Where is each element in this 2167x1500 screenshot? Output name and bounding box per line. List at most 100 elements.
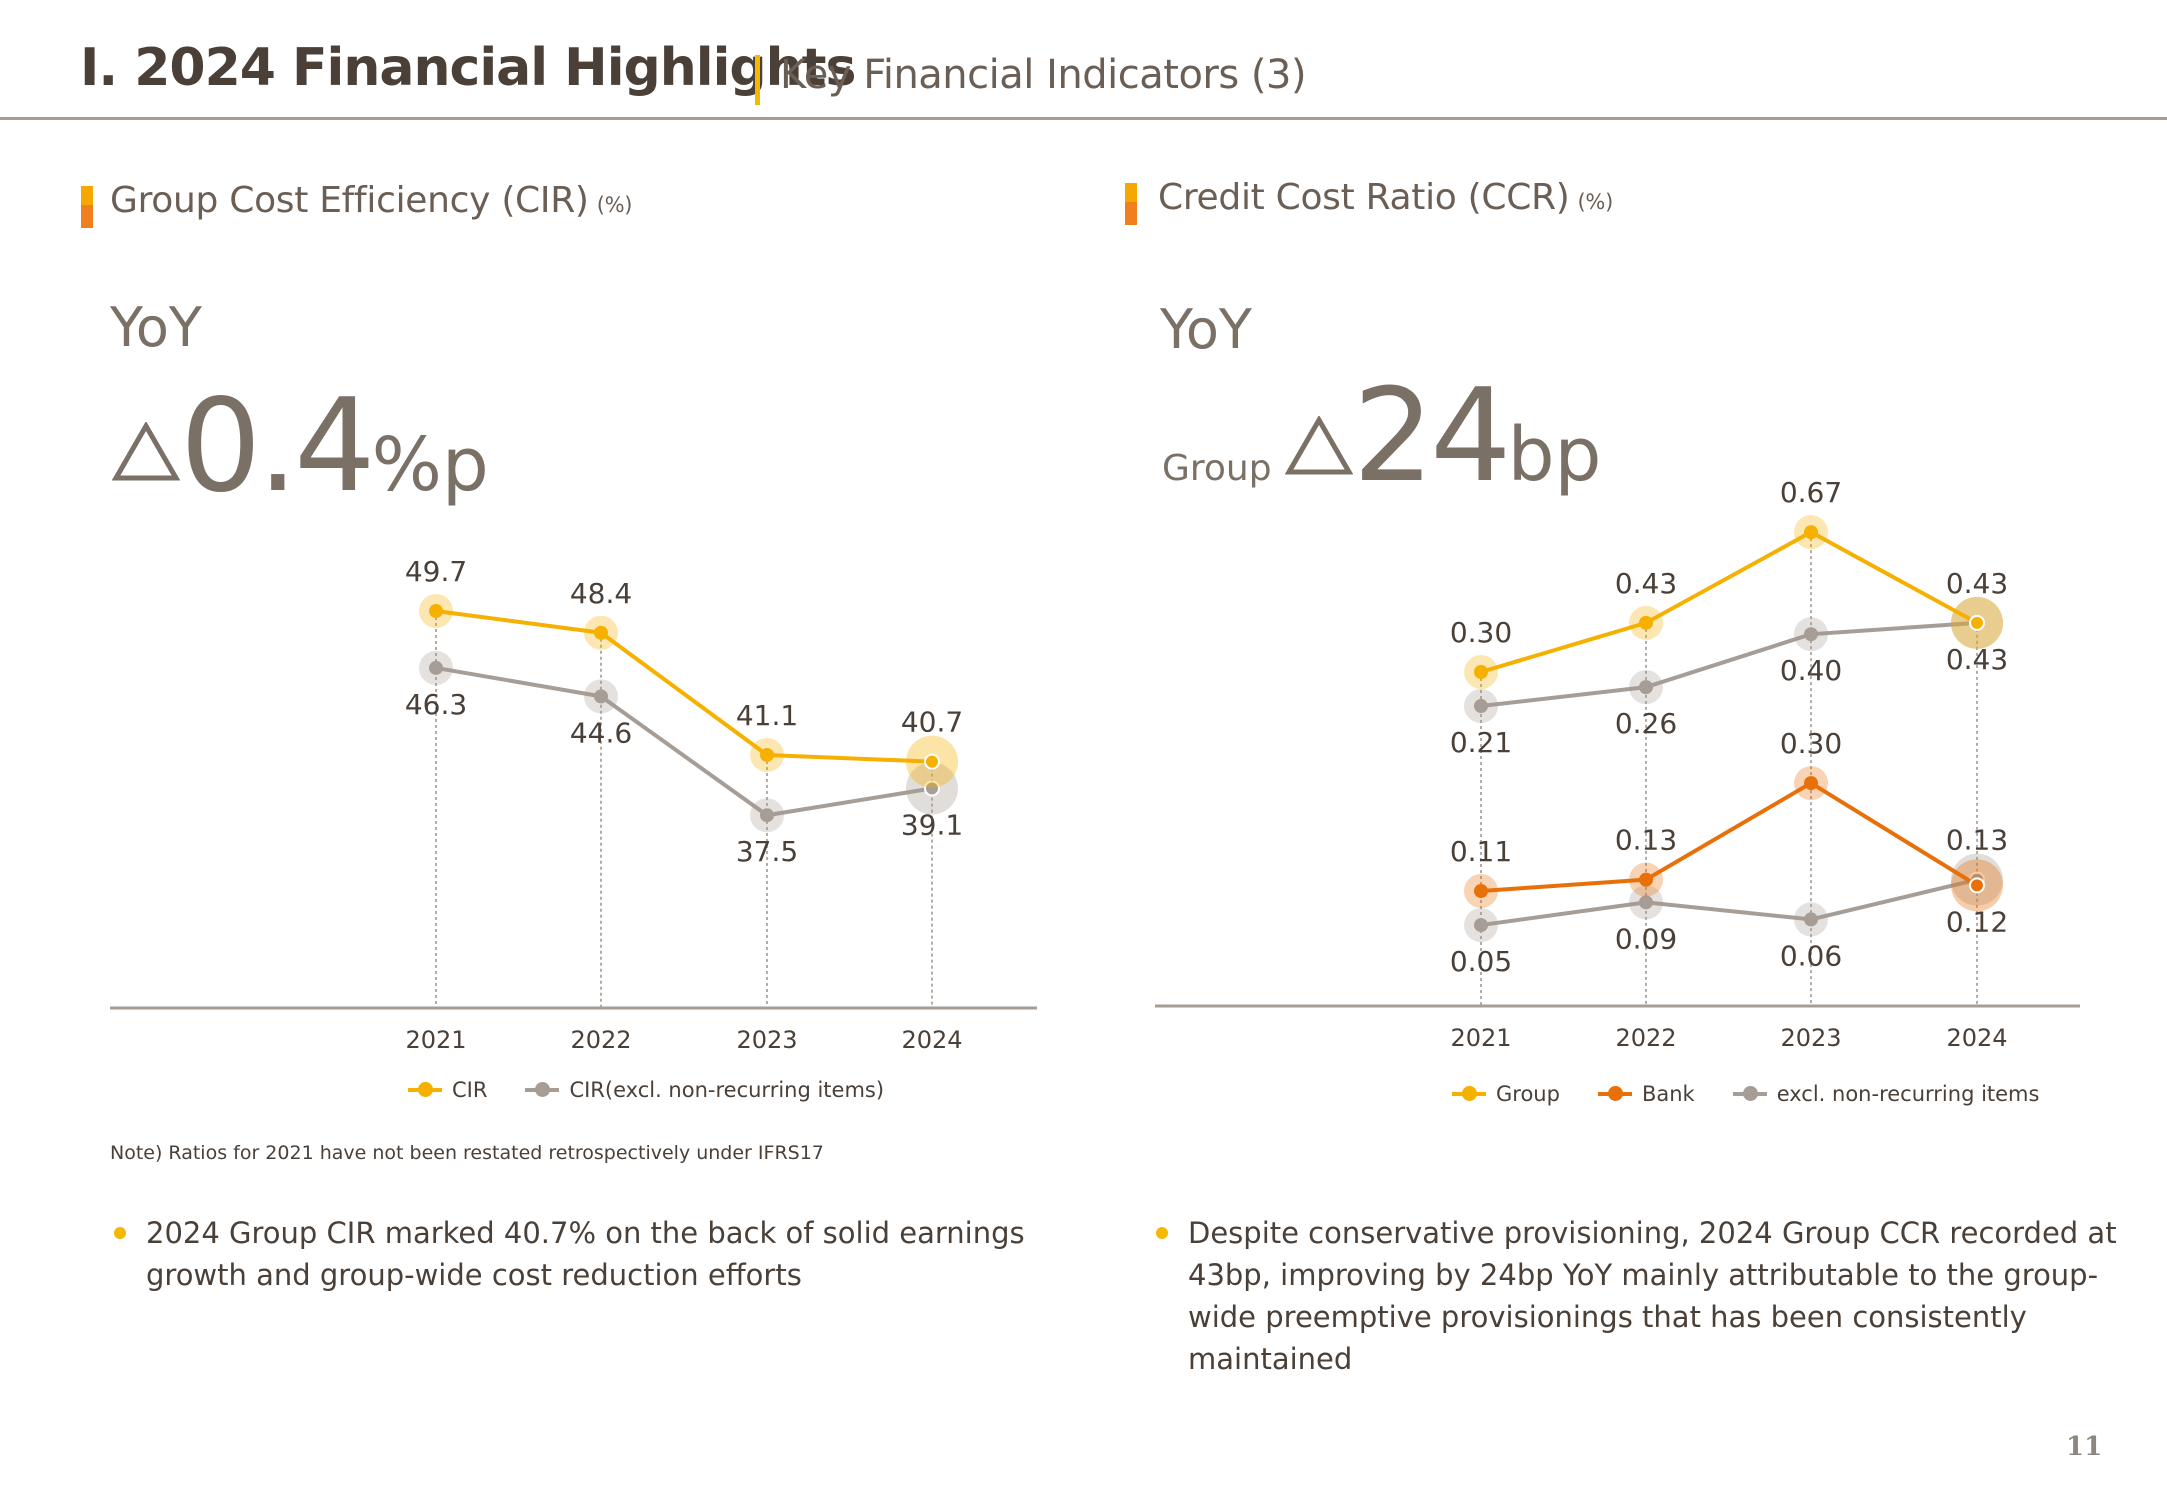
ccr-group-excl-data-label: 0.21 [1450,726,1512,759]
cir-excl-data-label: 39.1 [901,808,963,841]
cir-data-label: 48.4 [570,577,632,610]
ccr-legend: Group Bank excl. non-recurring items [1452,1082,2077,1106]
bullet-icon [114,1227,126,1239]
bullet-icon [1156,1227,1168,1239]
delta-triangle-icon [1284,416,1353,475]
cir-summary-bullet: 2024 Group CIR marked 40.7% on the back … [114,1212,1054,1296]
ccr-bank-excl-data-label: 0.06 [1780,939,1842,972]
cir-excl-line [435,665,933,818]
legend-marker-icon [1597,1086,1632,1101]
x-tick-label: 2021 [1450,1024,1511,1052]
ccr-group-data-label: 0.30 [1450,616,1512,649]
x-tick-label: 2022 [570,1026,631,1054]
ccr-group-excl-data-label: 0.43 [1946,643,2008,676]
ccr-bank-point [1804,776,1818,791]
section-marker [1125,183,1137,225]
ccr-unit: (%) [1577,190,1614,214]
cir-excl-data-label: 37.5 [736,835,798,868]
ccr-summary-bullet: Despite conservative provisioning, 2024 … [1156,1212,2156,1380]
page-subtitle: Key Financial Indicators (3) [780,52,1307,98]
ccr-bank-data-label: 0.11 [1450,835,1512,868]
ccr-bank-data-label: 0.30 [1780,727,1842,760]
section-marker [81,186,93,228]
legend-marker-icon [408,1082,442,1097]
cir-title-text: Group Cost Efficiency (CIR) [110,180,589,221]
cir-point [429,604,443,618]
ccr-bank-point [1474,884,1488,898]
cir-excl-point [594,689,608,704]
cir-yoy-label: YoY [110,296,202,359]
cir-legend: CIR CIR(excl. non-recurring items) [408,1078,922,1102]
cir-excl-point [760,808,774,823]
header-divider [0,117,2167,120]
cir-point [924,753,940,770]
delta-triangle-icon [112,422,180,481]
cir-point [594,625,608,640]
cir-line-chart: 2021 2022 2023 2024 46.3 44.6 37.5 39.1 49.7 48.4… [110,555,1037,1054]
legend-item: Bank [1597,1082,1695,1106]
ccr-summary-text: Despite conservative provisioning, 2024 … [1188,1216,2117,1376]
ccr-group-point [1474,665,1488,679]
cir-footnote: Note) Ratios for 2021 have not been rest… [110,1142,824,1164]
ccr-bank-point [1969,877,1985,894]
ccr-delta-unit: bp [1507,412,1602,498]
title-separator [755,55,760,105]
ccr-bank-excl-line [1480,877,1978,928]
x-tick-label: 2024 [901,1026,962,1054]
ccr-group-word: Group [1162,448,1272,489]
x-tick-label: 2023 [1780,1024,1841,1052]
legend-label: CIR [452,1078,488,1102]
cir-summary-text: 2024 Group CIR marked 40.7% on the back … [146,1216,1025,1292]
ccr-group-data-label: 0.43 [1946,567,2008,600]
cir-excl-data-label: 44.6 [570,716,632,749]
cir-yoy-delta: 0.4%p [112,372,489,521]
ccr-bank-excl-point [1639,895,1653,910]
legend-item: excl. non-recurring items [1732,1082,2040,1106]
ccr-title-text: Credit Cost Ratio (CCR) [1158,177,1570,218]
legend-label: excl. non-recurring items [1776,1082,2040,1106]
cir-point [760,747,774,762]
ccr-bank-excl-data-label: 0.09 [1615,922,1677,955]
page-title: I. 2024 Financial Highlights [80,38,856,98]
ccr-bank-data-label: 0.13 [1615,824,1677,857]
ccr-section-title: Credit Cost Ratio (CCR) (%) [1158,177,1613,218]
cir-line [435,609,933,764]
legend-item: Group [1452,1082,1560,1106]
ccr-bank-excl-data-label: 0.13 [1946,824,2008,857]
cir-excl-data-label: 46.3 [405,688,467,721]
ccr-group-point [1804,525,1818,540]
ccr-yoy-delta: Group 24bp [1162,362,1602,511]
cir-section-title: Group Cost Efficiency (CIR) (%) [110,180,632,221]
legend-item: CIR [408,1078,487,1102]
cir-data-label: 40.7 [901,706,963,739]
cir-data-label: 41.1 [736,699,798,732]
cir-excl-point [924,780,940,797]
ccr-bank-excl-point [1804,912,1818,927]
ccr-bank-point [1639,872,1653,887]
ccr-group-point [1969,614,1985,631]
ccr-bank-line [1480,781,1979,893]
ccr-bank-excl-data-label: 0.05 [1450,945,1512,978]
ccr-group-excl-point [1474,699,1488,714]
ccr-group-excl-data-label: 0.40 [1780,654,1842,687]
legend-label: Bank [1641,1082,1695,1106]
x-tick-label: 2022 [1615,1024,1676,1052]
x-tick-label: 2021 [405,1026,466,1054]
ccr-group-excl-point [1804,627,1818,642]
legend-label: Group [1496,1082,1560,1106]
page-number: 11 [2066,1432,2103,1462]
ccr-group-excl-line [1480,620,1978,709]
cir-data-label: 49.7 [405,555,467,588]
legend-item: CIR(excl. non-recurring items) [525,1078,884,1102]
ccr-group-data-label: 0.67 [1780,476,1842,509]
legend-marker-icon [1732,1086,1767,1101]
x-tick-label: 2023 [736,1026,797,1054]
legend-marker-icon [525,1082,560,1097]
ccr-yoy-label: YoY [1160,298,1252,361]
ccr-line-chart: 2021 2022 2023 2024 0.21 0.26 0.40 0.43 0.30 0.43… [1155,476,2080,1052]
cir-delta-unit: %p [371,422,489,508]
cir-unit: (%) [596,193,633,217]
x-tick-label: 2024 [1946,1024,2007,1052]
ccr-group-point [1639,615,1653,630]
legend-label: CIR(excl. non-recurring items) [569,1078,885,1102]
